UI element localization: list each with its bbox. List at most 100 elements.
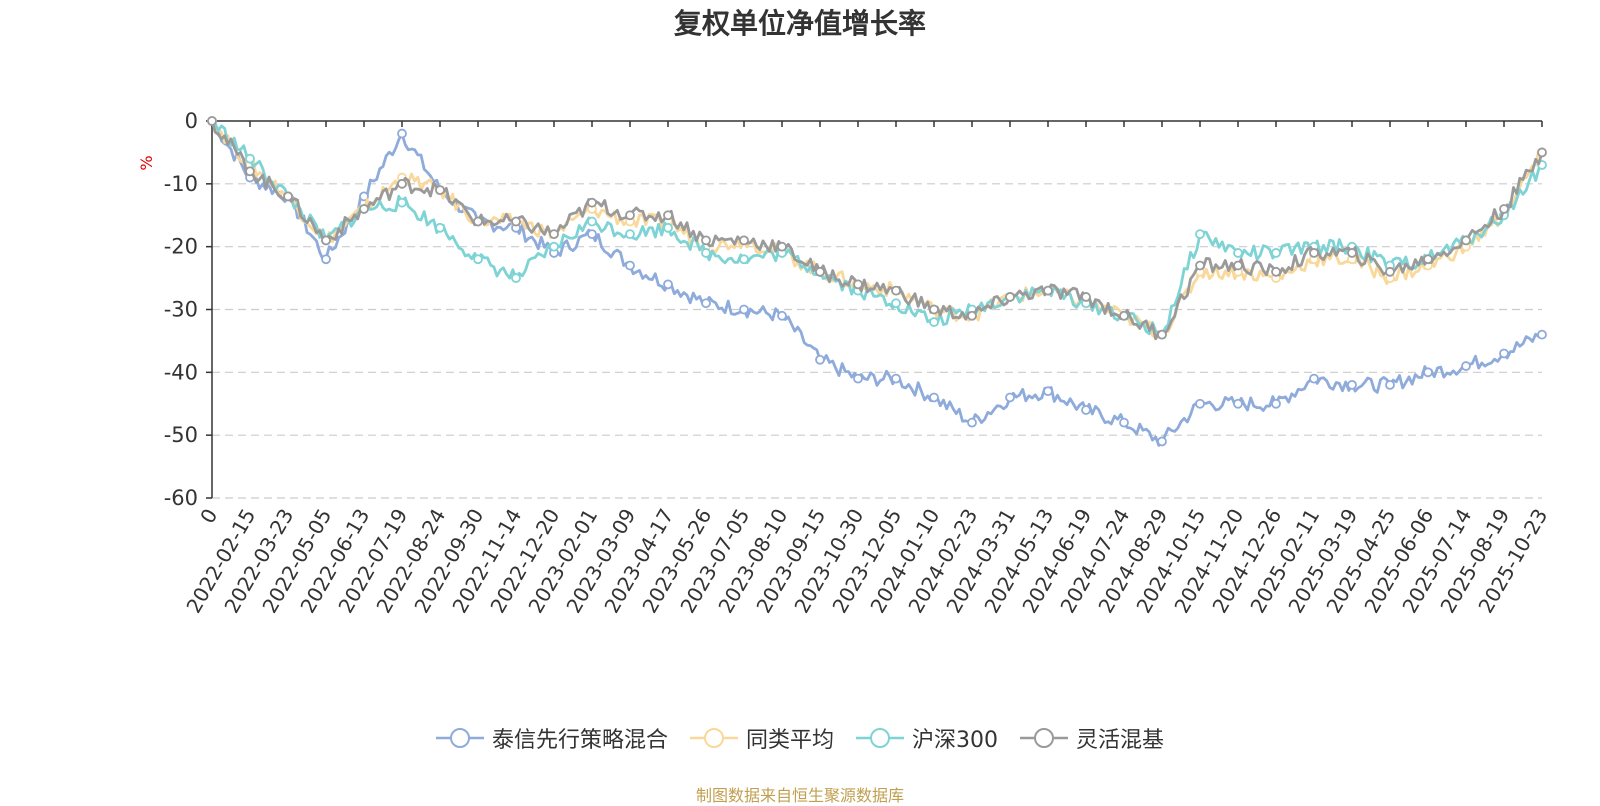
- data-point: [1005, 392, 1015, 403]
- data-point: [967, 417, 977, 428]
- legend-swatch: [1020, 728, 1068, 748]
- data-point: [701, 235, 711, 246]
- data-point: [1385, 379, 1395, 390]
- data-point: [359, 191, 369, 202]
- data-point: [1537, 329, 1547, 340]
- data-point: [929, 392, 939, 403]
- grid-lines: [212, 183, 1542, 499]
- data-point: [397, 178, 407, 189]
- series-line: [210, 120, 1543, 340]
- data-point: [815, 266, 825, 277]
- data-point: [663, 222, 673, 233]
- data-point: [701, 298, 711, 309]
- data-point: [1157, 329, 1167, 340]
- data-point: [1271, 248, 1281, 258]
- data-point: [1461, 361, 1471, 371]
- data-point: [1423, 367, 1433, 378]
- data-point: [1233, 248, 1243, 258]
- data-point: [891, 285, 901, 296]
- legend-item[interactable]: 沪深300: [856, 722, 998, 754]
- data-point: [245, 153, 255, 164]
- data-point: [739, 304, 749, 315]
- data-point: [549, 241, 559, 252]
- data-point: [321, 235, 331, 246]
- data-point: [1499, 204, 1509, 214]
- source-note: 制图数据来自恒生聚源数据库: [695, 786, 904, 805]
- data-point: [1195, 260, 1205, 271]
- data-point: [397, 197, 407, 208]
- data-point: [663, 210, 673, 221]
- data-point: [549, 229, 559, 240]
- data-point: [625, 210, 635, 221]
- data-point: [1271, 266, 1281, 277]
- data-point: [853, 279, 863, 290]
- data-point: [1233, 260, 1243, 271]
- data-point: [777, 310, 787, 321]
- data-point: [1537, 147, 1547, 158]
- data-point: [1005, 292, 1015, 302]
- data-point: [1081, 405, 1091, 415]
- data-point: [359, 204, 369, 214]
- data-point: [1119, 417, 1129, 428]
- data-point: [587, 216, 597, 227]
- data-point: [701, 248, 711, 258]
- data-point: [245, 166, 255, 177]
- data-point: [321, 254, 331, 265]
- legend-item[interactable]: 灵活混基: [1020, 722, 1164, 754]
- data-point: [397, 128, 407, 139]
- data-point: [1347, 248, 1357, 258]
- y-tick-label: -60: [164, 486, 198, 510]
- legend-swatch: [435, 728, 484, 748]
- y-tick-labels: 0 -10 -20 -30 -40 -50 -60: [164, 109, 198, 510]
- series-line: [211, 119, 1544, 336]
- data-point: [663, 279, 673, 290]
- data-point: [1347, 379, 1357, 390]
- data-point: [1385, 266, 1395, 277]
- legend-item[interactable]: 同类平均: [689, 722, 834, 754]
- data-point: [1271, 398, 1281, 409]
- data-point: [739, 254, 749, 265]
- data-point: [625, 260, 635, 271]
- data-point: [891, 298, 901, 309]
- data-point: [473, 254, 483, 265]
- data-point: [1157, 436, 1167, 447]
- x-tick-label: 0: [195, 505, 222, 528]
- legend-label: 泰信先行策略混合: [491, 728, 668, 753]
- data-point: [1309, 248, 1319, 258]
- data-point: [1195, 398, 1205, 409]
- y-tick-label: -30: [164, 298, 198, 322]
- y-tick-label: -10: [164, 172, 198, 196]
- y-axis-label: %: [137, 155, 156, 170]
- data-point: [1043, 285, 1053, 296]
- data-point: [1423, 254, 1433, 265]
- y-tick-label: -20: [164, 235, 198, 259]
- data-point: [473, 216, 483, 227]
- data-point: [511, 273, 521, 283]
- data-point: [625, 229, 635, 240]
- data-point: [1119, 310, 1129, 321]
- series-line: [210, 120, 1544, 341]
- data-point: [891, 373, 901, 384]
- data-point: [511, 216, 521, 227]
- data-point: [929, 304, 939, 315]
- data-point: [435, 185, 445, 196]
- data-point: [967, 310, 977, 321]
- legend-item[interactable]: 泰信先行策略混合: [435, 722, 668, 754]
- data-point: [1043, 386, 1053, 397]
- axes: [206, 120, 1543, 499]
- data-point: [1461, 235, 1471, 246]
- x-tick-labels: 02022-02-152022-03-232022-05-052022-06-1…: [181, 505, 1552, 618]
- data-point: [207, 116, 217, 126]
- data-point: [815, 354, 825, 365]
- legend-swatch: [856, 728, 904, 748]
- legend-label: 同类平均: [745, 728, 834, 753]
- data-point: [435, 222, 445, 233]
- data-point: [1081, 292, 1091, 302]
- data-point: [853, 373, 863, 384]
- data-point: [587, 229, 597, 240]
- legend-swatch: [689, 728, 738, 748]
- data-point: [777, 241, 787, 252]
- data-point: [929, 317, 939, 327]
- data-point: [587, 197, 597, 208]
